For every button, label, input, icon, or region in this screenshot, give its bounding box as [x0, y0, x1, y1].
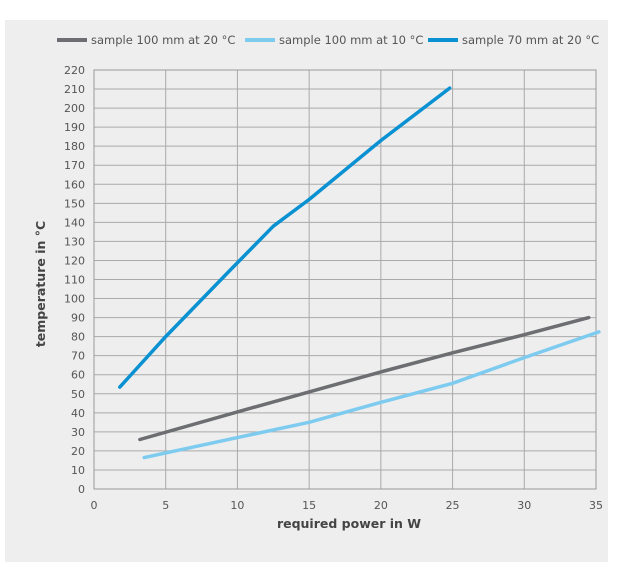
y-tick-label: 180 — [64, 140, 85, 153]
y-tick-label: 130 — [64, 235, 85, 248]
x-axis-ticks: 0 5 10 15 20 25 30 35 — [91, 499, 604, 512]
y-tick-label: 90 — [71, 312, 85, 325]
y-tick-label: 170 — [64, 159, 85, 172]
x-tick-label: 0 — [91, 499, 98, 512]
series-line-1 — [138, 315, 591, 442]
x-tick-label: 10 — [230, 499, 244, 512]
y-tick-label: 50 — [71, 388, 85, 401]
y-tick-label: 210 — [64, 83, 85, 96]
y-tick-label: 10 — [71, 464, 85, 477]
plot-frame — [93, 69, 597, 490]
y-tick-label: 0 — [78, 483, 85, 496]
legend-label-1: sample 100 mm at 20 °C — [91, 33, 235, 47]
y-tick-label: 20 — [71, 445, 85, 458]
y-tick-label: 200 — [64, 102, 85, 115]
x-tick-label: 15 — [302, 499, 316, 512]
chart-panel: sample 100 mm at 20 °C sample 100 mm at 1… — [5, 20, 608, 562]
series-line-3 — [118, 86, 452, 389]
y-axis-title: temperature in °C — [33, 221, 48, 347]
y-tick-label: 40 — [71, 407, 85, 420]
y-tick-label: 80 — [71, 331, 85, 344]
y-tick-label: 70 — [71, 350, 85, 363]
legend-label-3: sample 70 mm at 20 °C — [462, 33, 599, 47]
y-tick-label: 140 — [64, 216, 85, 229]
series-line-2 — [142, 330, 601, 460]
y-tick-label: 220 — [64, 64, 85, 77]
y-axis-ticks: 0 10 20 30 40 50 60 70 80 90 100 110 120 130 140 150 160… — [64, 64, 85, 496]
line-chart: sample 100 mm at 20 °C sample 100 mm at 1… — [33, 33, 604, 531]
y-tick-label: 60 — [71, 369, 85, 382]
y-tick-label: 190 — [64, 121, 85, 134]
y-tick-label: 160 — [64, 178, 85, 191]
y-tick-label: 120 — [64, 254, 85, 267]
grid — [93, 69, 597, 490]
y-tick-label: 150 — [64, 197, 85, 210]
legend-label-2: sample 100 mm at 10 °C — [279, 33, 423, 47]
x-tick-label: 20 — [374, 499, 388, 512]
legend: sample 100 mm at 20 °C sample 100 mm at 1… — [57, 33, 599, 47]
x-tick-label: 5 — [162, 499, 169, 512]
y-tick-label: 100 — [64, 293, 85, 306]
x-axis-title: required power in W — [277, 516, 421, 531]
y-tick-label: 30 — [71, 426, 85, 439]
x-tick-label: 25 — [446, 499, 460, 512]
y-tick-label: 110 — [64, 274, 85, 287]
series-layer — [118, 86, 601, 460]
x-tick-label: 35 — [589, 499, 603, 512]
x-tick-label: 30 — [517, 499, 531, 512]
